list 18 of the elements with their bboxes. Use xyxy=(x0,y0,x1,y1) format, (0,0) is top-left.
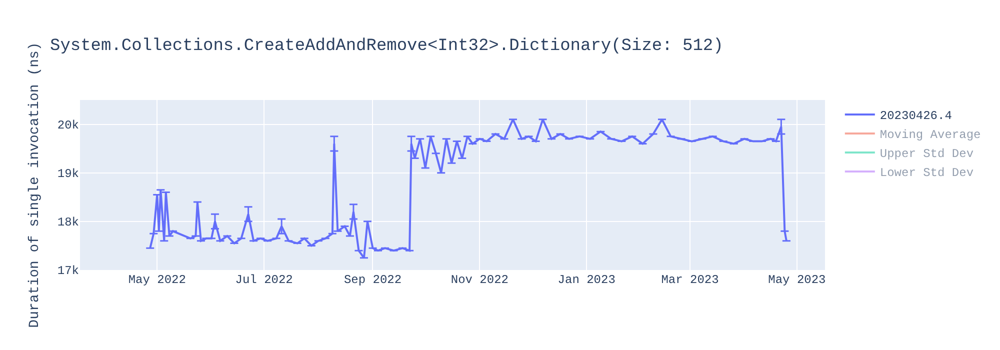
y-tick-label: 17k xyxy=(57,264,79,278)
line-series xyxy=(149,118,788,259)
x-tick-label: Mar 2023 xyxy=(661,273,719,287)
x-tick-label: Jan 2023 xyxy=(558,273,616,287)
y-tick-label: 18k xyxy=(57,216,79,230)
legend-label: 20230426.4 xyxy=(880,109,952,124)
x-tick-label: Nov 2022 xyxy=(450,273,508,287)
chart-title: System.Collections.CreateAddAndRemove<Int32>.Dictionary(Size: 512) xyxy=(50,37,724,56)
legend-label: Upper Std Dev xyxy=(880,147,974,162)
x-tick-label: May 2022 xyxy=(128,273,186,287)
x-tick-label: Jul 2022 xyxy=(235,273,293,287)
legend-label: Lower Std Dev xyxy=(880,166,974,180)
y-tick-label: 20k xyxy=(57,118,79,132)
y-tick-label: 19k xyxy=(57,167,79,182)
x-tick-label: May 2023 xyxy=(768,273,826,287)
x-tick-label: Sep 2022 xyxy=(344,273,402,287)
legend-label: Moving Average xyxy=(880,128,981,142)
y-axis-title: Duration of single invocation (ns) xyxy=(26,42,43,328)
